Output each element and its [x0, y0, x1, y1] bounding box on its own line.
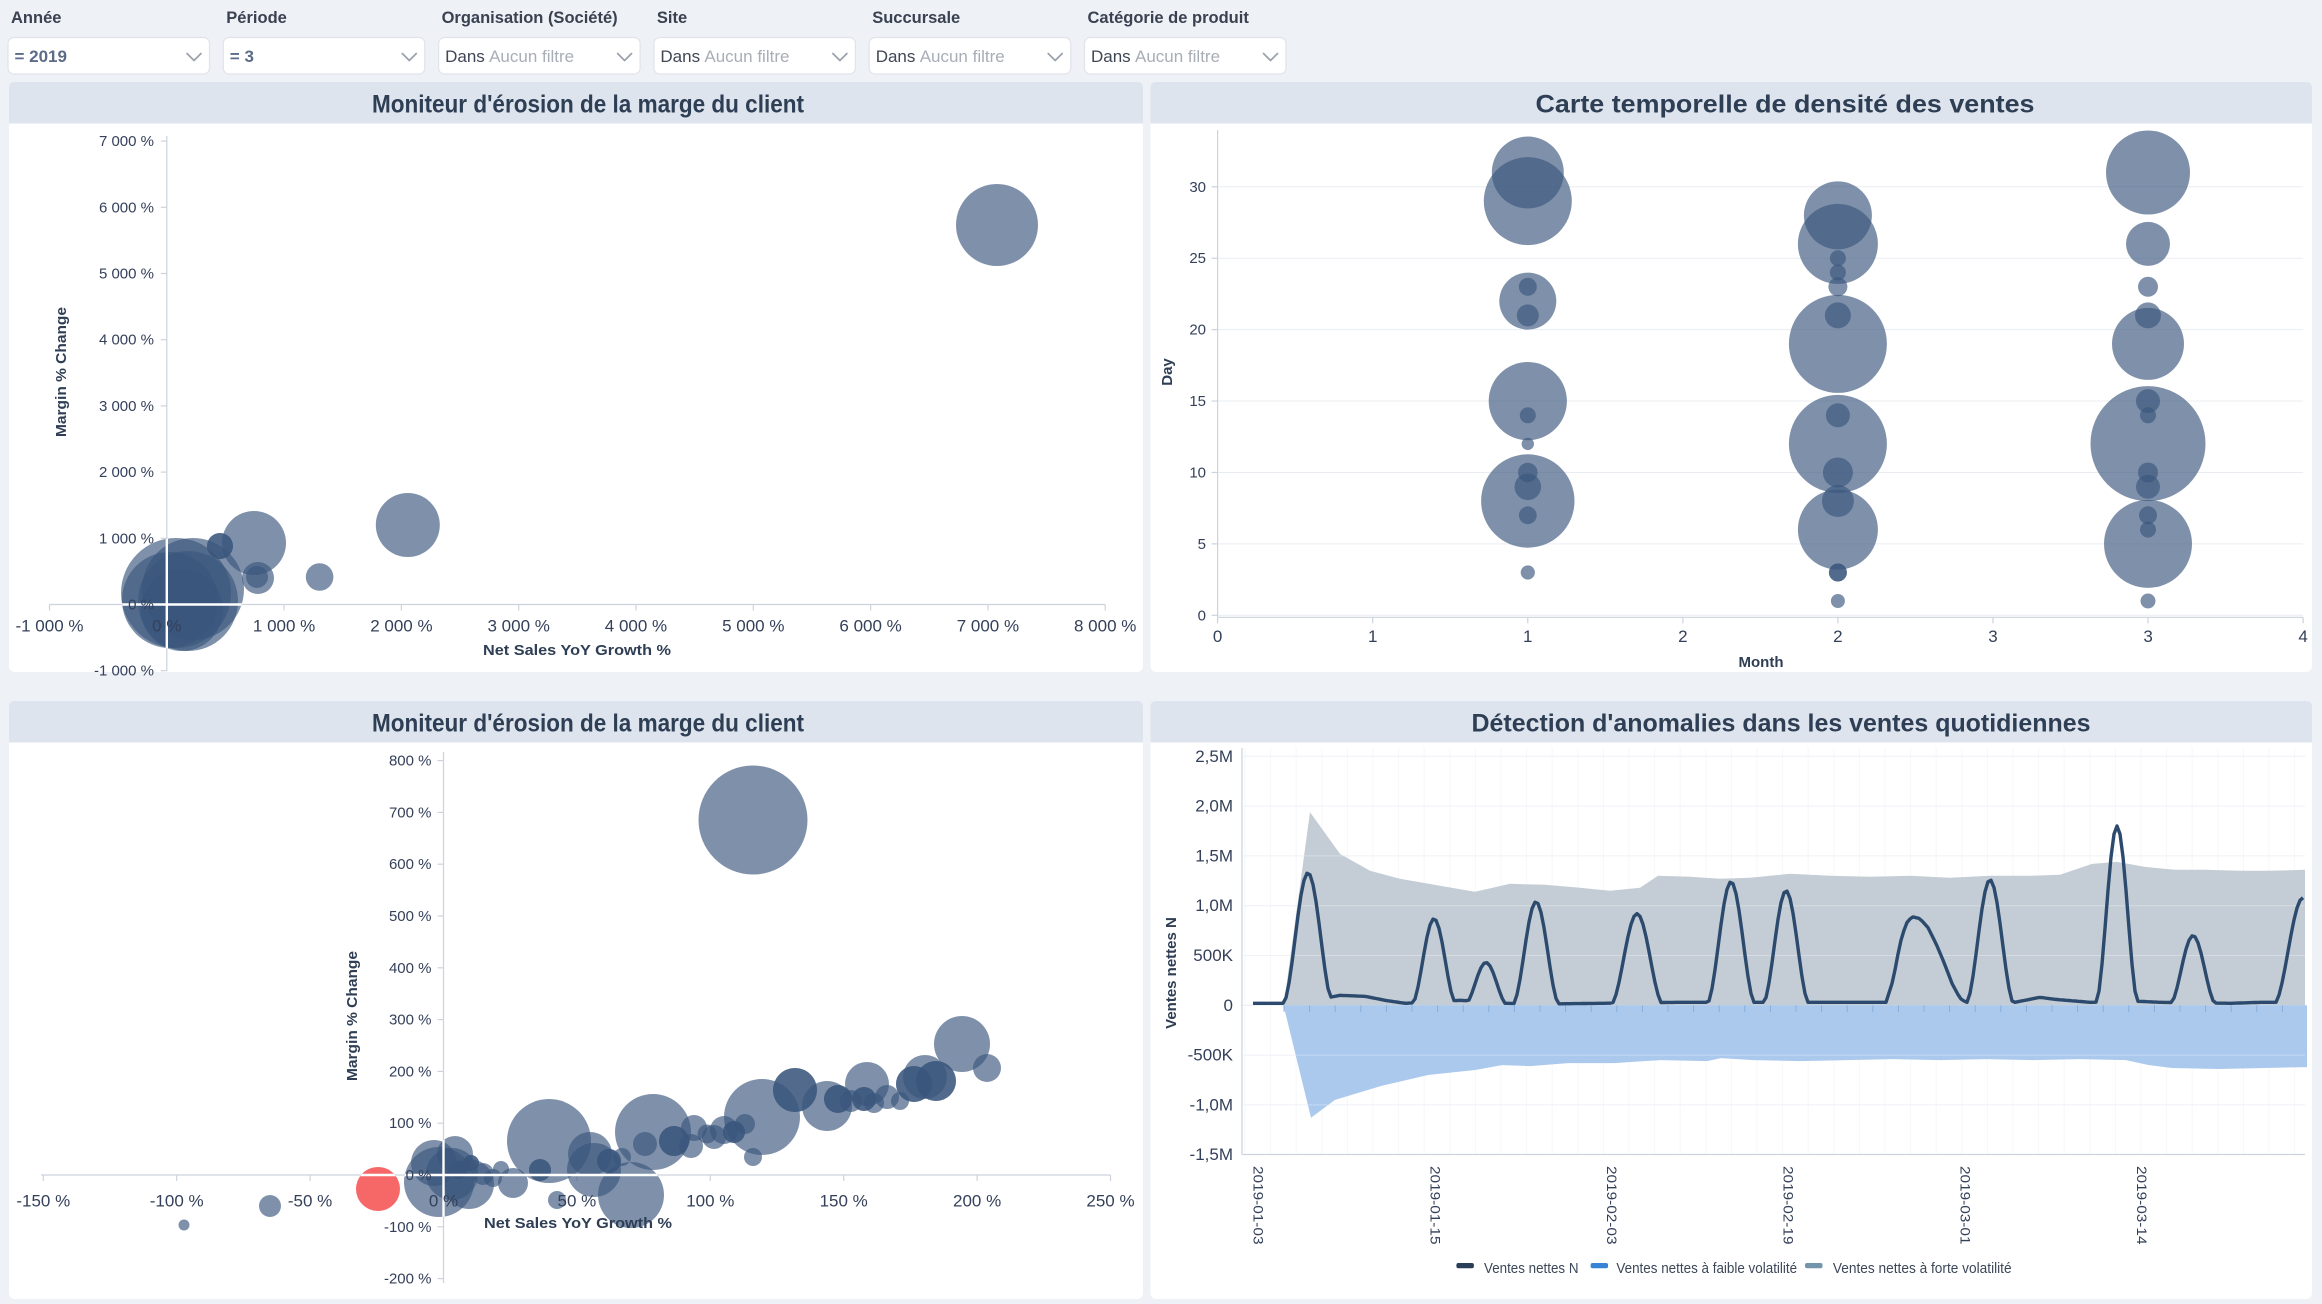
svg-text:Site: Site — [657, 9, 687, 27]
svg-text:Margin % Change: Margin % Change — [53, 307, 70, 437]
svg-text:4 000 %: 4 000 % — [605, 617, 667, 636]
svg-text:3 000 %: 3 000 % — [99, 398, 154, 415]
svg-text:0 %: 0 % — [128, 597, 154, 614]
svg-text:800 %: 800 % — [389, 753, 432, 770]
svg-text:Day: Day — [1159, 358, 1176, 386]
svg-text:700 %: 700 % — [389, 804, 432, 821]
svg-text:Carte temporelle de densité de: Carte temporelle de densité des ventes — [1536, 91, 2035, 119]
svg-text:0 %: 0 % — [429, 1192, 458, 1211]
svg-text:-100 %: -100 % — [150, 1192, 204, 1211]
svg-text:5: 5 — [1198, 536, 1206, 553]
svg-text:600 %: 600 % — [389, 856, 432, 873]
svg-text:100 %: 100 % — [389, 1115, 432, 1132]
svg-text:-150 %: -150 % — [16, 1192, 70, 1211]
svg-text:2019-02-03: 2019-02-03 — [1604, 1166, 1620, 1245]
svg-text:Dans: Dans — [876, 47, 916, 66]
svg-text:Détection d'anomalies dans les: Détection d'anomalies dans les ventes qu… — [1472, 710, 2091, 738]
svg-text:Période: Période — [226, 9, 287, 27]
svg-text:3: 3 — [2143, 627, 2152, 646]
svg-text:200 %: 200 % — [389, 1063, 432, 1080]
svg-text:0: 0 — [1213, 627, 1222, 646]
svg-text:Ventes nettes à faible volatil: Ventes nettes à faible volatilité — [1616, 1261, 1797, 1277]
svg-text:Margin % Change: Margin % Change — [344, 951, 361, 1081]
svg-text:300 %: 300 % — [389, 1012, 432, 1029]
svg-text:0 %: 0 % — [406, 1167, 432, 1184]
svg-text:Net Sales YoY Growth %: Net Sales YoY Growth % — [483, 642, 671, 659]
svg-text:2019-01-03: 2019-01-03 — [1251, 1166, 1267, 1245]
svg-text:0 %: 0 % — [152, 617, 181, 636]
svg-text:1,5M: 1,5M — [1195, 846, 1233, 865]
svg-text:6 000 %: 6 000 % — [99, 199, 154, 216]
svg-text:Organisation (Société): Organisation (Société) — [442, 9, 618, 27]
svg-text:5 000 %: 5 000 % — [722, 617, 784, 636]
svg-text:400 %: 400 % — [389, 960, 432, 977]
svg-text:Succursale: Succursale — [872, 9, 960, 27]
svg-text:1: 1 — [1368, 627, 1377, 646]
svg-text:Dans: Dans — [1091, 47, 1131, 66]
svg-text:10: 10 — [1189, 464, 1206, 481]
svg-text:2: 2 — [1833, 627, 1842, 646]
svg-text:-1 000 %: -1 000 % — [94, 663, 154, 680]
svg-text:Aucun filtre: Aucun filtre — [704, 47, 789, 66]
svg-text:2019-01-15: 2019-01-15 — [1427, 1166, 1443, 1245]
svg-text:Année: Année — [11, 9, 61, 27]
svg-text:100 %: 100 % — [686, 1192, 734, 1211]
svg-text:1,0M: 1,0M — [1195, 896, 1233, 915]
svg-text:-1,0M: -1,0M — [1190, 1095, 1233, 1114]
svg-text:Ventes nettes N: Ventes nettes N — [1163, 917, 1180, 1029]
svg-text:0: 0 — [1198, 607, 1206, 624]
svg-text:Aucun filtre: Aucun filtre — [489, 47, 574, 66]
svg-text:Moniteur d'érosion de la marge: Moniteur d'érosion de la marge du client — [372, 710, 805, 738]
svg-text:2: 2 — [1678, 627, 1687, 646]
svg-text:250 %: 250 % — [1086, 1192, 1134, 1211]
svg-text:4: 4 — [2298, 627, 2307, 646]
svg-text:2,5M: 2,5M — [1195, 747, 1233, 766]
svg-text:7 000 %: 7 000 % — [957, 617, 1019, 636]
svg-text:50 %: 50 % — [558, 1192, 597, 1211]
svg-text:150 %: 150 % — [820, 1192, 868, 1211]
svg-text:1 000 %: 1 000 % — [253, 617, 315, 636]
svg-text:2 000 %: 2 000 % — [99, 464, 154, 481]
svg-text:-500K: -500K — [1188, 1046, 1234, 1065]
svg-text:1: 1 — [1523, 627, 1532, 646]
svg-text:-1 000 %: -1 000 % — [15, 617, 83, 636]
svg-text:Ventes nettes à forte volatili: Ventes nettes à forte volatilité — [1833, 1261, 2012, 1277]
svg-text:8 000 %: 8 000 % — [1074, 617, 1136, 636]
svg-text:-50 %: -50 % — [288, 1192, 332, 1211]
svg-text:Ventes nettes N: Ventes nettes N — [1484, 1261, 1579, 1277]
svg-text:5 000 %: 5 000 % — [99, 266, 154, 283]
svg-text:20: 20 — [1189, 322, 1206, 339]
svg-text:2,0M: 2,0M — [1195, 797, 1233, 816]
svg-text:-100 %: -100 % — [384, 1219, 432, 1236]
svg-text:2019-02-19: 2019-02-19 — [1781, 1166, 1797, 1245]
svg-text:= 3: = 3 — [230, 47, 254, 66]
svg-text:2019-03-14: 2019-03-14 — [2134, 1166, 2150, 1245]
svg-text:Month: Month — [1739, 654, 1784, 671]
svg-text:3: 3 — [1988, 627, 1997, 646]
svg-text:6 000 %: 6 000 % — [839, 617, 901, 636]
svg-text:-1,5M: -1,5M — [1190, 1145, 1233, 1164]
svg-text:Dans: Dans — [445, 47, 485, 66]
svg-text:Aucun filtre: Aucun filtre — [1135, 47, 1220, 66]
svg-text:3 000 %: 3 000 % — [488, 617, 550, 636]
svg-text:500 %: 500 % — [389, 908, 432, 925]
svg-text:Dans: Dans — [660, 47, 700, 66]
svg-text:Catégorie de produit: Catégorie de produit — [1088, 9, 1250, 27]
svg-text:Aucun filtre: Aucun filtre — [920, 47, 1005, 66]
svg-text:30: 30 — [1189, 179, 1206, 196]
svg-text:Moniteur d'érosion de la marge: Moniteur d'érosion de la marge du client — [372, 91, 805, 119]
svg-text:2019-03-01: 2019-03-01 — [1957, 1166, 1973, 1245]
svg-text:1 000 %: 1 000 % — [99, 530, 154, 547]
svg-text:500K: 500K — [1193, 946, 1233, 965]
svg-text:-200 %: -200 % — [384, 1271, 432, 1288]
svg-text:200 %: 200 % — [953, 1192, 1001, 1211]
svg-text:4 000 %: 4 000 % — [99, 332, 154, 349]
svg-text:25: 25 — [1189, 250, 1206, 267]
svg-text:Net Sales YoY Growth %: Net Sales YoY Growth % — [484, 1215, 672, 1232]
svg-text:15: 15 — [1189, 393, 1206, 410]
svg-text:0: 0 — [1224, 996, 1233, 1015]
svg-text:7 000 %: 7 000 % — [99, 133, 154, 150]
svg-text:2 000 %: 2 000 % — [370, 617, 432, 636]
svg-text:= 2019: = 2019 — [15, 47, 67, 66]
